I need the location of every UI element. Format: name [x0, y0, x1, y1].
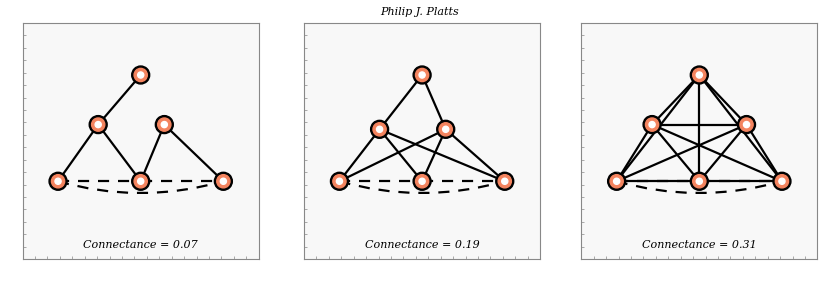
- Circle shape: [773, 172, 791, 190]
- Text: Philip J. Platts: Philip J. Platts: [381, 7, 459, 17]
- Circle shape: [158, 118, 171, 131]
- Circle shape: [610, 175, 623, 188]
- Circle shape: [690, 172, 708, 190]
- Circle shape: [501, 178, 508, 184]
- Circle shape: [690, 66, 708, 84]
- Circle shape: [613, 178, 620, 184]
- Circle shape: [419, 72, 425, 78]
- Circle shape: [336, 178, 343, 184]
- Circle shape: [95, 122, 102, 128]
- Circle shape: [779, 178, 785, 184]
- Circle shape: [134, 175, 147, 188]
- Circle shape: [330, 172, 349, 190]
- Circle shape: [413, 66, 431, 84]
- Circle shape: [443, 126, 449, 132]
- Text: Connectance = 0.19: Connectance = 0.19: [365, 240, 480, 250]
- Circle shape: [138, 178, 144, 184]
- Circle shape: [134, 68, 147, 82]
- Circle shape: [333, 175, 346, 188]
- Circle shape: [416, 68, 428, 82]
- Circle shape: [645, 118, 659, 131]
- Circle shape: [92, 118, 105, 131]
- Text: Connectance = 0.31: Connectance = 0.31: [642, 240, 757, 250]
- Circle shape: [416, 175, 428, 188]
- Circle shape: [220, 178, 227, 184]
- Circle shape: [743, 122, 749, 128]
- Circle shape: [643, 115, 661, 134]
- Text: Connectance = 0.07: Connectance = 0.07: [83, 240, 198, 250]
- Circle shape: [214, 172, 233, 190]
- Circle shape: [51, 175, 65, 188]
- Circle shape: [155, 115, 173, 134]
- Circle shape: [498, 175, 512, 188]
- Circle shape: [55, 178, 61, 184]
- Circle shape: [419, 178, 425, 184]
- Circle shape: [693, 175, 706, 188]
- Circle shape: [437, 120, 454, 138]
- Circle shape: [49, 172, 67, 190]
- Circle shape: [738, 115, 755, 134]
- Circle shape: [370, 120, 389, 138]
- Circle shape: [693, 68, 706, 82]
- Circle shape: [161, 122, 167, 128]
- Circle shape: [89, 115, 108, 134]
- Circle shape: [138, 72, 144, 78]
- Circle shape: [439, 123, 452, 136]
- Circle shape: [696, 178, 702, 184]
- Circle shape: [740, 118, 753, 131]
- Circle shape: [217, 175, 230, 188]
- Circle shape: [607, 172, 626, 190]
- Circle shape: [376, 126, 383, 132]
- Circle shape: [649, 122, 655, 128]
- Circle shape: [696, 72, 702, 78]
- Circle shape: [496, 172, 514, 190]
- Circle shape: [775, 175, 789, 188]
- Circle shape: [132, 172, 150, 190]
- Circle shape: [132, 66, 150, 84]
- Circle shape: [413, 172, 431, 190]
- Circle shape: [373, 123, 386, 136]
